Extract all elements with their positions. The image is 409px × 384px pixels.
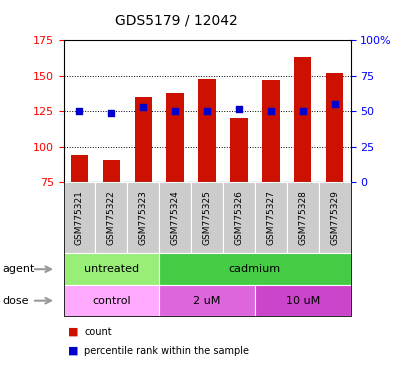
- Text: control: control: [92, 296, 130, 306]
- Point: [108, 110, 115, 116]
- Bar: [293, 57, 311, 182]
- Point: [171, 108, 178, 114]
- Bar: [166, 93, 184, 182]
- Text: GSM775326: GSM775326: [234, 190, 243, 245]
- Text: GSM775323: GSM775323: [138, 190, 147, 245]
- Text: GSM775321: GSM775321: [75, 190, 84, 245]
- Text: GSM775322: GSM775322: [107, 190, 116, 245]
- Bar: [70, 156, 88, 182]
- Point: [235, 106, 242, 112]
- Bar: [229, 118, 247, 182]
- Text: percentile rank within the sample: percentile rank within the sample: [84, 346, 248, 356]
- Text: GSM775328: GSM775328: [297, 190, 306, 245]
- Text: GSM775324: GSM775324: [170, 190, 179, 245]
- Bar: [261, 80, 279, 182]
- Bar: [134, 97, 152, 182]
- Point: [76, 108, 83, 114]
- Text: GSM775329: GSM775329: [329, 190, 338, 245]
- Bar: [198, 79, 215, 182]
- Text: GDS5179 / 12042: GDS5179 / 12042: [115, 13, 237, 27]
- Text: 2 uM: 2 uM: [193, 296, 220, 306]
- Text: 10 uM: 10 uM: [285, 296, 319, 306]
- Text: ■: ■: [67, 346, 78, 356]
- Point: [203, 108, 210, 114]
- Text: cadmium: cadmium: [228, 264, 280, 274]
- Text: count: count: [84, 327, 111, 337]
- Point: [139, 104, 146, 110]
- Text: GSM775325: GSM775325: [202, 190, 211, 245]
- Text: agent: agent: [2, 264, 34, 274]
- Text: ■: ■: [67, 327, 78, 337]
- Bar: [102, 160, 120, 182]
- Text: dose: dose: [2, 296, 29, 306]
- Bar: [325, 73, 343, 182]
- Text: untreated: untreated: [83, 264, 139, 274]
- Point: [267, 108, 274, 114]
- Text: GSM775327: GSM775327: [266, 190, 275, 245]
- Point: [299, 108, 305, 114]
- Point: [330, 101, 337, 107]
